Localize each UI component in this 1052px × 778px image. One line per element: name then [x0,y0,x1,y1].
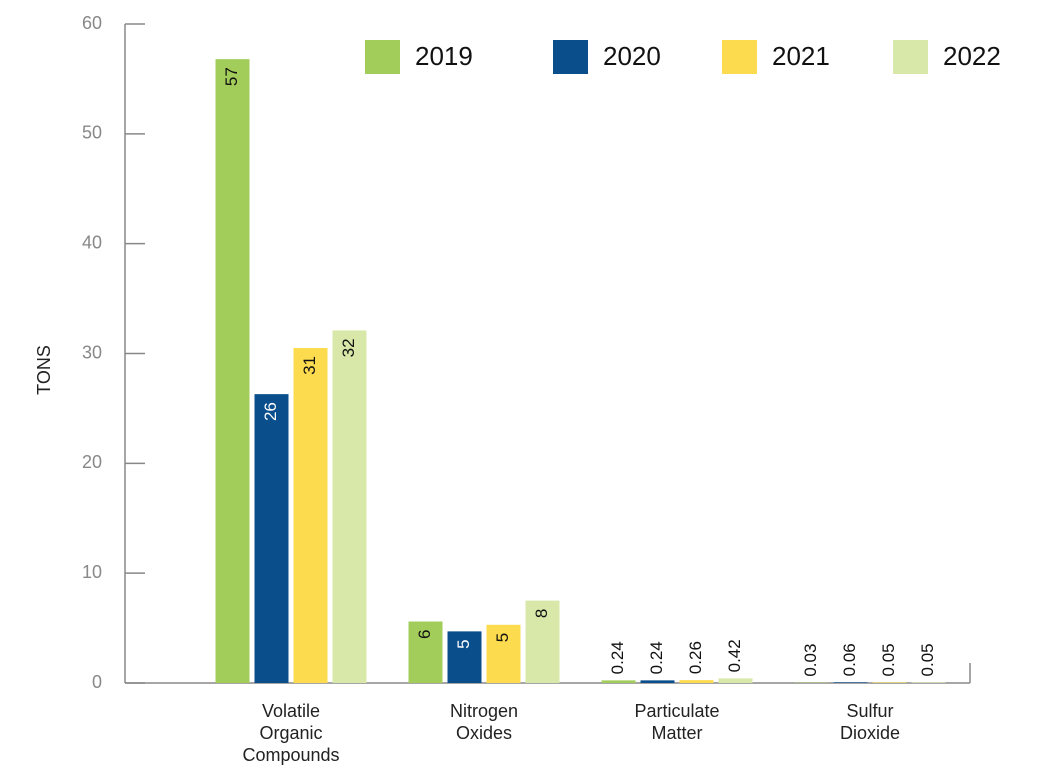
value-label: 0.24 [608,641,627,674]
legend-label: 2019 [415,41,473,71]
bar [679,680,714,683]
legend-swatch [893,40,928,74]
y-tick-label: 50 [82,123,102,143]
bar [447,631,482,683]
value-label: 26 [261,402,280,421]
bar [293,348,328,683]
value-label: 31 [300,356,319,375]
bar [872,682,907,683]
x-tick-label: Nitrogen Oxides [450,701,518,743]
value-label: 5 [454,639,473,648]
value-label: 57 [222,67,241,86]
y-axis-title: TONS [34,345,54,395]
value-label: 8 [532,609,551,618]
value-label: 0.05 [879,643,898,676]
y-tick-label: 0 [92,672,102,692]
bar [215,59,250,683]
bar [640,680,675,683]
bar [254,394,289,683]
y-tick-label: 60 [82,13,102,33]
bar [833,682,868,683]
value-label: 0.26 [686,641,705,674]
bar [486,624,521,683]
bar [525,600,560,683]
value-label: 0.05 [918,643,937,676]
x-tick-label: Sulfur Dioxide [840,701,900,743]
y-tick-label: 30 [82,342,102,362]
legend-label: 2020 [603,41,661,71]
legend-swatch [722,40,757,74]
bar [332,330,367,683]
y-tick-label: 20 [82,452,102,472]
value-label: 0.03 [801,644,820,677]
legend-label: 2021 [772,41,830,71]
legend-swatch [365,40,400,74]
y-tick-label: 40 [82,232,102,252]
legend-label: 2022 [943,41,1001,71]
value-label: 5 [493,633,512,642]
bar [718,678,753,683]
value-label: 0.24 [647,641,666,674]
value-label: 6 [415,629,434,638]
bar [408,621,443,683]
value-label: 0.42 [725,639,744,672]
bar [911,682,946,683]
legend-swatch [553,40,588,74]
value-label: 32 [339,338,358,357]
y-tick-label: 10 [82,562,102,582]
value-label: 0.06 [840,643,859,676]
x-tick-label: Particulate Matter [634,701,719,743]
x-tick-label: Volatile Organic Compounds [242,701,339,765]
bar [601,680,636,683]
